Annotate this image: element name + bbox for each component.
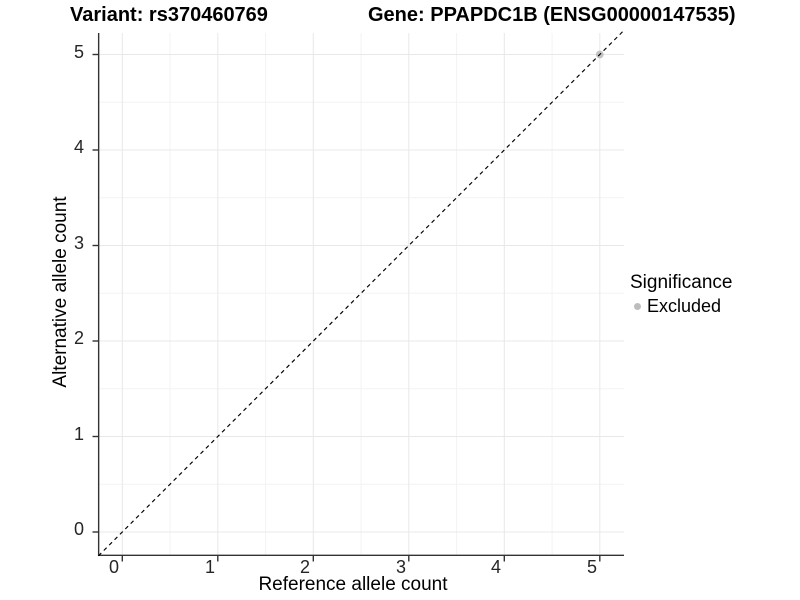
legend-title: Significance	[630, 272, 733, 293]
y-tick-label: 5	[73, 42, 84, 62]
excluded-point-icon	[634, 302, 641, 310]
legend-item-excluded: Excluded	[630, 295, 732, 317]
x-tick-label: 5	[586, 557, 597, 577]
x-axis-title: Reference allele count	[258, 574, 448, 595]
x-tick-label: 1	[204, 557, 215, 577]
variant-title: Variant: rs370460769	[70, 4, 268, 26]
y-tick-label: 2	[73, 328, 84, 348]
y-tick-label: 0	[73, 519, 84, 539]
x-tick-label: 3	[395, 557, 406, 577]
gene-title: Gene: PPAPDC1B (ENSG00000147535)	[368, 4, 736, 26]
x-tick-label: 2	[299, 557, 310, 577]
y-tick-label: 4	[73, 137, 84, 157]
legend: Significance Excluded	[630, 271, 732, 317]
y-tick-label: 3	[73, 233, 84, 253]
x-tick-label: 0	[108, 557, 119, 577]
y-axis-title: Alternative allele count	[50, 196, 71, 388]
identity-reference-line	[98, 30, 625, 557]
y-tick-label: 1	[73, 424, 84, 444]
legend-item-label: Excluded	[647, 295, 722, 316]
plot-area	[92, 30, 625, 562]
x-tick-label: 4	[490, 557, 501, 577]
plot-panel	[90, 30, 625, 562]
